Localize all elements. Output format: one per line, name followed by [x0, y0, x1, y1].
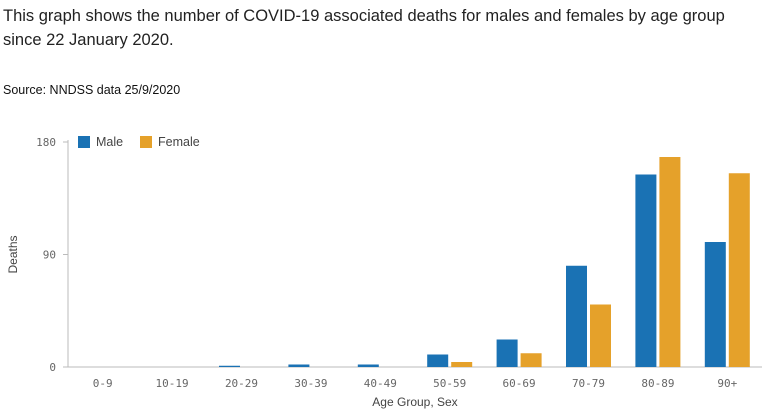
y-tick-label: 0 [49, 361, 56, 374]
bar-male-20-29[interactable] [219, 365, 240, 367]
legend-swatch-male [78, 136, 90, 148]
bar-male-70-79[interactable] [566, 265, 587, 367]
bar-female-50-59[interactable] [451, 362, 473, 367]
chart-description: This graph shows the number of COVID-19 … [3, 7, 725, 49]
bar-female-90+[interactable] [728, 173, 750, 367]
x-tick-label: 80-89 [641, 377, 674, 390]
y-axis-title: Deaths [6, 235, 20, 273]
bar-female-70-79[interactable] [590, 304, 611, 368]
x-axis-title: Age Group, Sex [372, 395, 457, 409]
y-axis: 0 90 180 [36, 136, 69, 374]
bar-female-80-89[interactable] [659, 157, 681, 367]
bar-male-50-59[interactable] [427, 354, 449, 368]
chart-legend: Male Female [78, 135, 200, 149]
bar-male-40-49[interactable] [357, 364, 379, 368]
x-tick-label: 60-69 [503, 377, 536, 390]
bar-male-90+[interactable] [704, 242, 726, 367]
x-tick-label: 70-79 [572, 377, 605, 390]
x-tick-label: 0-9 [93, 377, 113, 390]
chart-source: Source: NNDSS data 25/9/2020 [3, 83, 181, 97]
legend-label-male: Male [96, 135, 123, 149]
bars-group [219, 157, 750, 367]
x-axis: 0-9 10-19 20-29 30-39 40-49 50-59 60-69 70-79 80… [68, 366, 762, 390]
y-tick-label: 180 [36, 136, 56, 149]
legend-label-female: Female [158, 135, 200, 149]
legend-swatch-female [140, 136, 152, 148]
x-tick-label: 40-49 [364, 377, 397, 390]
x-tick-label: 90+ [717, 377, 737, 390]
bar-male-30-39[interactable] [288, 364, 310, 368]
x-tick-label: 30-39 [294, 377, 327, 390]
bar-male-80-89[interactable] [635, 174, 657, 368]
bar-male-60-69[interactable] [496, 339, 518, 368]
x-tick-label: 50-59 [433, 377, 466, 390]
x-tick-label: 10-19 [156, 377, 189, 390]
bar-female-60-69[interactable] [520, 353, 542, 367]
x-tick-label: 20-29 [225, 377, 258, 390]
y-tick-label: 90 [43, 249, 56, 262]
